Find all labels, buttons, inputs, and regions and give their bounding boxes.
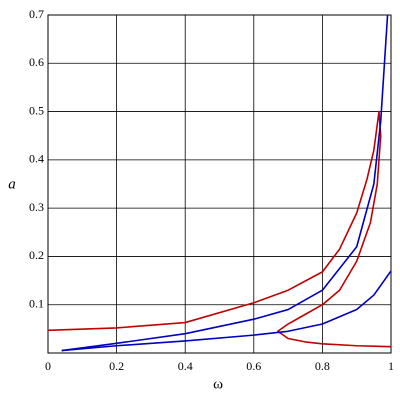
x-tick-label: 0: [45, 359, 51, 373]
x-tick-label: 0.6: [246, 359, 261, 373]
x-tick-label: 0.4: [178, 359, 193, 373]
y-tick-label: 0.1: [29, 296, 44, 310]
y-tick-label: 0.4: [29, 152, 44, 166]
line-series: [61, 270, 392, 352]
y-tick-label: 0.2: [29, 248, 44, 262]
y-axis-label: a: [8, 176, 16, 192]
plot-area: [47, 14, 392, 354]
y-tick-label: 0.7: [29, 7, 44, 21]
x-tick-label: 0.2: [109, 359, 124, 373]
y-tick-label: 0.5: [29, 103, 44, 117]
x-axis-label: ω: [213, 376, 223, 392]
y-tick-label: 0.3: [29, 200, 44, 214]
y-tick-label: 0.6: [29, 55, 44, 69]
x-tick-label: 0.8: [315, 359, 330, 373]
x-tick-label: 1: [388, 359, 394, 373]
line-series: [47, 110, 392, 348]
line-series: [61, 14, 389, 352]
